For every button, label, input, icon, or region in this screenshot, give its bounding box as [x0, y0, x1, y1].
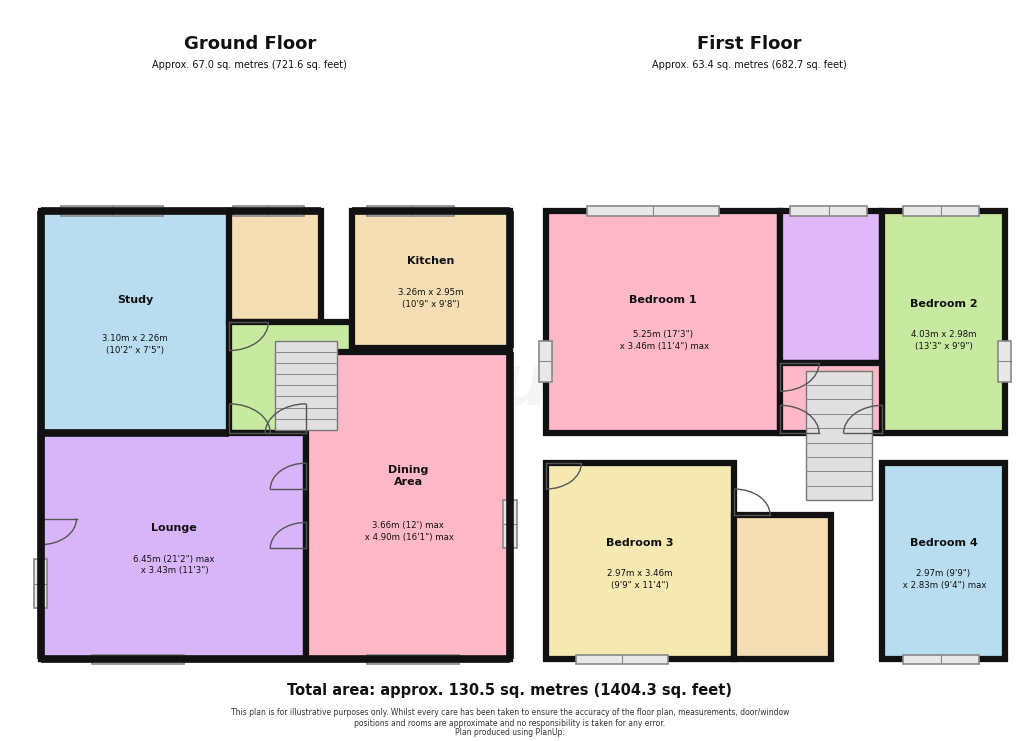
Bar	[367, 206, 453, 216]
Bar	[61, 206, 163, 216]
Bar	[229, 322, 352, 433]
Bar	[780, 363, 881, 433]
Bar	[41, 211, 229, 433]
Text: 2.97m (9'9")
 x 2.83m (9'4") max: 2.97m (9'9") x 2.83m (9'4") max	[900, 569, 985, 591]
Bar	[539, 341, 552, 382]
Text: Approx. 67.0 sq. metres (721.6 sq. feet): Approx. 67.0 sq. metres (721.6 sq. feet)	[152, 60, 347, 70]
Bar	[586, 206, 718, 216]
Bar	[367, 206, 453, 216]
Bar	[902, 206, 978, 216]
Text: Lounge: Lounge	[151, 523, 196, 533]
Bar	[92, 655, 183, 664]
Bar	[998, 341, 1011, 382]
Text: 4.03m x 2.98m
(13'3" x 9'9"): 4.03m x 2.98m (13'3" x 9'9")	[910, 330, 975, 351]
Text: 3.10m x 2.26m
(10'2" x 7'5"): 3.10m x 2.26m (10'2" x 7'5")	[102, 334, 168, 355]
Bar	[367, 655, 459, 664]
Bar	[545, 211, 780, 433]
Bar	[902, 206, 978, 216]
Bar	[576, 655, 667, 664]
Text: Bedroom 3: Bedroom 3	[605, 538, 674, 548]
Text: Study: Study	[117, 295, 153, 305]
Text: aldbury's: aldbury's	[322, 350, 697, 420]
Text: Approx. 63.4 sq. metres (682.7 sq. feet): Approx. 63.4 sq. metres (682.7 sq. feet)	[652, 60, 846, 70]
Text: Bedroom 4: Bedroom 4	[909, 538, 976, 548]
Bar	[902, 655, 978, 664]
Bar	[503, 500, 516, 548]
Bar	[275, 341, 336, 430]
Text: Total area: approx. 130.5 sq. metres (1404.3 sq. feet): Total area: approx. 130.5 sq. metres (14…	[287, 683, 732, 698]
Bar	[790, 206, 866, 216]
Text: Bedroom 2: Bedroom 2	[909, 299, 976, 309]
Bar	[61, 206, 163, 216]
Bar	[902, 655, 978, 664]
Bar	[576, 655, 667, 664]
Bar	[92, 655, 183, 664]
Bar	[306, 352, 510, 659]
Bar	[998, 341, 1011, 382]
Bar	[545, 463, 734, 659]
Bar	[229, 211, 321, 322]
Text: Ground Floor: Ground Floor	[183, 36, 316, 53]
Text: 3.66m (12') max
 x 4.90m (16'1") max: 3.66m (12') max x 4.90m (16'1") max	[362, 521, 453, 542]
Bar	[881, 211, 1004, 433]
Text: This plan is for illustrative purposes only. Whilst every care has been taken to: This plan is for illustrative purposes o…	[230, 708, 789, 717]
Bar	[352, 211, 510, 348]
Bar	[790, 206, 866, 216]
Bar	[503, 500, 516, 548]
Bar	[232, 206, 304, 216]
Text: Plan produced using PlanUp.: Plan produced using PlanUp.	[454, 728, 565, 737]
Bar	[539, 341, 552, 382]
Bar	[805, 370, 871, 500]
Text: Bedroom 1: Bedroom 1	[629, 295, 696, 305]
Bar	[232, 206, 304, 216]
Bar	[35, 559, 48, 608]
Bar	[41, 433, 306, 659]
Bar	[367, 655, 459, 664]
Bar	[734, 515, 830, 659]
Bar	[881, 463, 1004, 659]
Bar	[586, 206, 718, 216]
Text: 6.45m (21'2") max
 x 3.43m (11'3"): 6.45m (21'2") max x 3.43m (11'3")	[132, 554, 214, 576]
Text: 3.26m x 2.95m
(10'9" x 9'8"): 3.26m x 2.95m (10'9" x 9'8")	[397, 288, 464, 309]
Text: First Floor: First Floor	[697, 36, 801, 53]
Text: 2.97m x 3.46m
(9'9" x 11'4"): 2.97m x 3.46m (9'9" x 11'4")	[606, 569, 673, 591]
Bar	[35, 559, 48, 608]
Bar	[780, 211, 881, 363]
Text: positions and rooms are approximate and no responsibility is taken for any error: positions and rooms are approximate and …	[354, 719, 665, 728]
Text: Kitchen: Kitchen	[407, 256, 454, 266]
Text: 5.25m (17'3")
 x 3.46m (11'4") max: 5.25m (17'3") x 3.46m (11'4") max	[616, 330, 708, 351]
Text: Dining
Area: Dining Area	[387, 465, 428, 487]
